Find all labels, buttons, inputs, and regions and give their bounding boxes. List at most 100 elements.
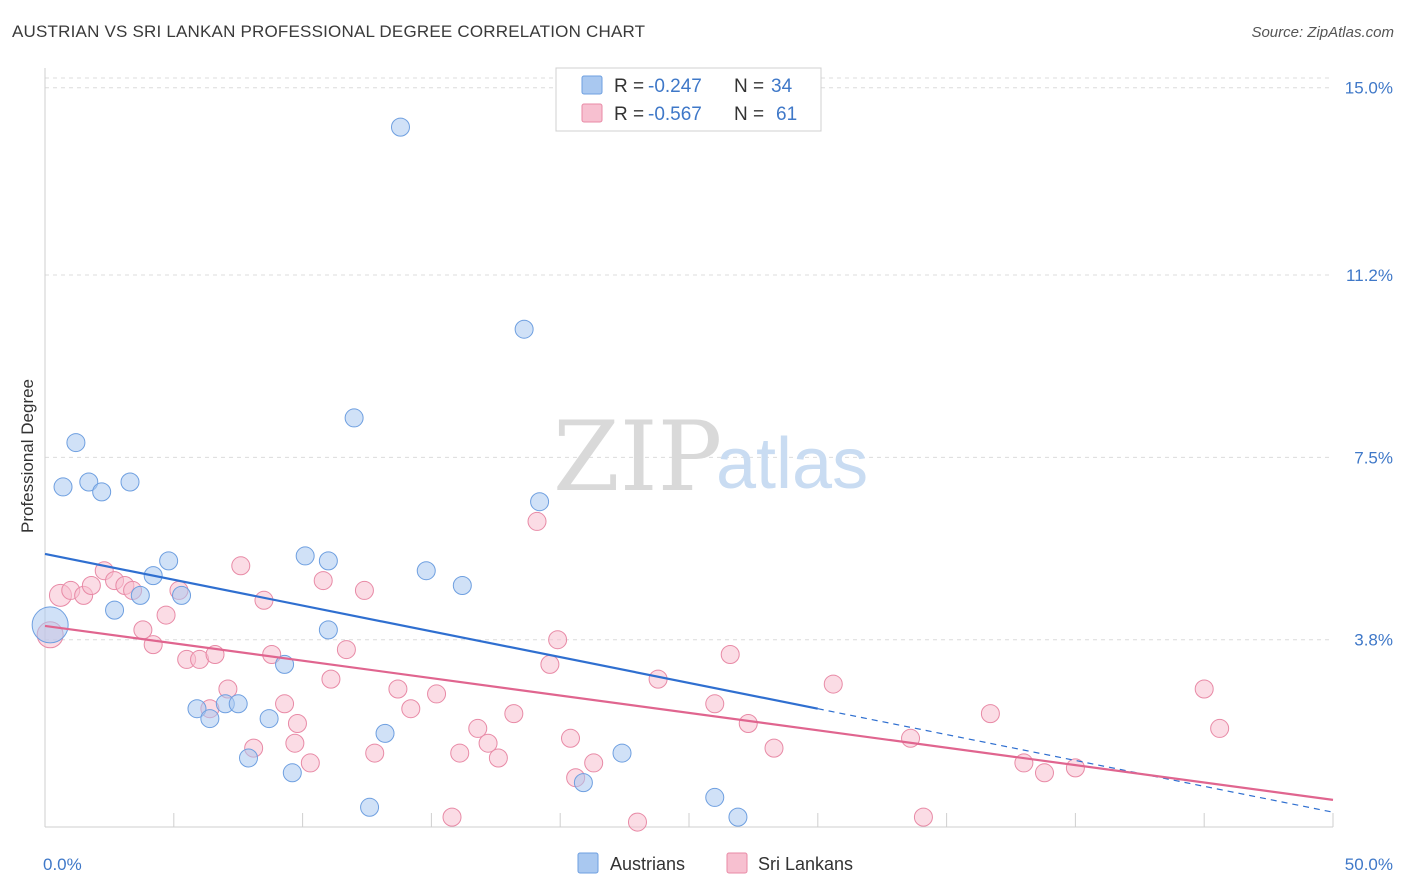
sri-lankans-point: [980, 704, 1000, 724]
sri-lankans-point: [720, 645, 740, 664]
legend-r-label: R =: [614, 76, 644, 97]
legend-r-label: R =: [614, 104, 644, 125]
legend-n-value-sri-lankans: 61: [776, 104, 797, 125]
sri-lankans-point: [365, 743, 385, 763]
x-axis-ticks: [173, 813, 1334, 827]
austrians-point: [66, 433, 86, 453]
sri-lankans-point: [300, 753, 320, 773]
y-tick-label: 3.8%: [1354, 631, 1393, 650]
sri-lankans-point: [231, 556, 251, 576]
austrians-point: [259, 709, 279, 729]
sri-lankans-point: [388, 679, 408, 699]
austrians-point: [79, 472, 99, 492]
sri-lankans-point: [143, 635, 163, 655]
austrians-point: [53, 477, 73, 497]
sri-lankans-point: [468, 718, 488, 738]
watermark: ZIP atlas: [553, 401, 868, 513]
bottom-legend-label-austrians: Austrians: [610, 854, 685, 874]
sri-lankans-point: [1065, 758, 1085, 778]
sri-lankans-point: [442, 807, 462, 827]
sri-lankans-point: [764, 738, 784, 758]
austrians-point: [344, 408, 364, 428]
austrians-point: [228, 694, 248, 714]
sri-lankans-point: [427, 684, 447, 704]
austrians-point: [390, 117, 410, 137]
austrians-point: [187, 699, 207, 719]
sri-lankans-point: [561, 728, 581, 748]
sri-lankans-point: [254, 590, 274, 610]
austrians-point: [514, 319, 534, 339]
sri-lankans-point: [275, 694, 295, 714]
sri-lankans-point: [321, 669, 341, 689]
sri-lankans-point: [81, 576, 101, 595]
sri-lankans-point: [648, 669, 668, 689]
legend-r-value-austrians: -0.247: [648, 76, 702, 97]
austrians-points: [31, 117, 748, 827]
austrians-point: [375, 723, 395, 743]
sri-lankans-point: [156, 605, 176, 625]
austrians-point: [360, 797, 380, 817]
bottom-legend-label-sri-lankans: Sri Lankans: [758, 854, 853, 874]
austrians-point: [239, 748, 259, 768]
trend-lines: [44, 552, 1334, 813]
x-tick-label: 50.0%: [1345, 855, 1393, 874]
austrians-point: [295, 546, 315, 566]
sri-lankans-point: [705, 694, 725, 714]
source-label: Source: ZipAtlas.com: [1251, 24, 1394, 41]
austrians-point: [120, 472, 140, 492]
bottom-legend-swatch-austrians: [577, 852, 599, 874]
sri-lankans-point: [627, 812, 647, 832]
sri-lankans-point: [548, 630, 568, 650]
sri-lankans-point: [1210, 718, 1230, 738]
y-tick-label: 15.0%: [1345, 79, 1393, 98]
sri-lankans-point: [1194, 679, 1214, 699]
bottom-legend-swatch-sri-lankans: [726, 852, 748, 874]
austrians-trend-line: [44, 552, 819, 710]
legend-n-value-austrians: 34: [771, 76, 793, 97]
austrians-point: [612, 743, 632, 763]
austrians-point: [282, 763, 302, 783]
austrians-point: [318, 620, 338, 640]
sri-lankans-point: [450, 743, 470, 763]
sri-lankans-point: [336, 640, 356, 660]
legend-n-label: N =: [734, 104, 764, 125]
sri-lankans-points: [36, 511, 1230, 832]
sri-lankans-point: [527, 511, 547, 531]
austrians-point: [31, 606, 69, 644]
sri-lankans-point: [540, 654, 560, 674]
austrians-point: [705, 787, 725, 807]
sri-lankans-point: [478, 733, 498, 753]
sri-lankans-trend-line: [44, 624, 1334, 801]
austrians-point: [573, 773, 593, 793]
legend-n-label: N =: [734, 76, 764, 97]
austrians-point: [452, 576, 472, 595]
sri-lankans-point: [488, 748, 508, 768]
sri-lankans-point: [1034, 763, 1054, 783]
sri-lankans-point: [354, 580, 374, 600]
sri-lankans-point: [285, 733, 305, 753]
austrians-point: [728, 807, 748, 827]
gridlines: [45, 77, 1333, 641]
y-tick-label: 11.2%: [1346, 266, 1393, 285]
austrians-point: [159, 551, 179, 571]
legend-swatch-sri-lankans: [581, 103, 603, 123]
sri-lankans-point: [287, 714, 307, 733]
y-tick-labels: 3.8% 7.5% 11.2% 15.0%: [1345, 79, 1393, 650]
austrians-point: [530, 492, 550, 512]
sri-lankans-point: [584, 753, 604, 773]
axes: [44, 68, 1334, 828]
x-tick-label: 0.0%: [43, 855, 82, 874]
legend-swatch-austrians: [581, 75, 603, 95]
austrians-point: [416, 561, 436, 581]
watermark-zip: ZIP: [553, 401, 722, 513]
chart-title: AUSTRIAN VS SRI LANKAN PROFESSIONAL DEGR…: [12, 22, 646, 41]
sri-lankans-point: [313, 571, 333, 591]
y-tick-label: 7.5%: [1354, 448, 1393, 467]
austrians-point: [92, 482, 112, 502]
austrians-point: [172, 585, 192, 605]
sri-lankans-point: [823, 674, 843, 694]
sri-lankans-point: [401, 699, 421, 719]
austrians-point: [130, 585, 150, 605]
bottom-legend: Austrians Sri Lankans: [577, 852, 853, 874]
sri-lankans-point: [913, 807, 933, 827]
